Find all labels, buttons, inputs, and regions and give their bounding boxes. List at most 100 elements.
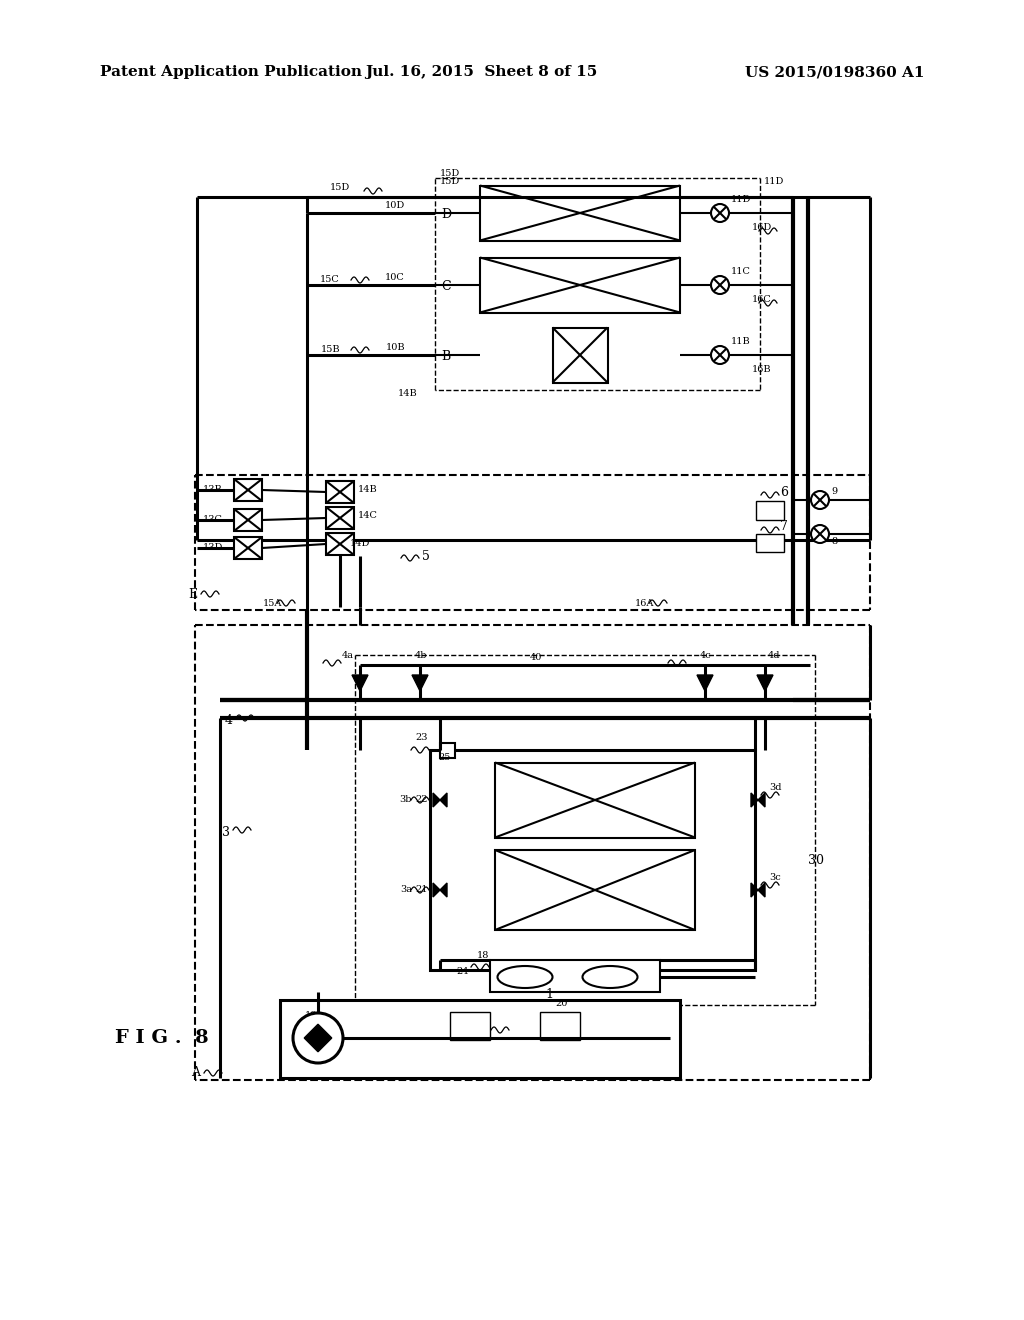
Polygon shape — [758, 883, 765, 898]
Bar — [280, 1001, 680, 1078]
Text: 6: 6 — [780, 486, 788, 499]
Text: Jul. 16, 2015  Sheet 8 of 15: Jul. 16, 2015 Sheet 8 of 15 — [365, 65, 597, 79]
Circle shape — [711, 205, 729, 222]
Text: 15D: 15D — [440, 169, 460, 178]
Polygon shape — [697, 675, 713, 690]
Polygon shape — [751, 883, 758, 898]
Text: 30: 30 — [808, 854, 824, 866]
Polygon shape — [757, 675, 773, 690]
Text: D: D — [441, 209, 452, 222]
Bar — [495, 850, 695, 931]
Polygon shape — [440, 793, 447, 807]
Text: 8: 8 — [831, 537, 838, 546]
Text: 3c: 3c — [769, 874, 780, 883]
Bar — [326, 480, 354, 503]
Text: 11D: 11D — [764, 177, 784, 186]
Circle shape — [711, 276, 729, 294]
Text: 16D: 16D — [752, 223, 772, 232]
Polygon shape — [440, 883, 447, 898]
Bar — [234, 510, 262, 531]
Text: 16A: 16A — [635, 598, 654, 607]
Text: 3b: 3b — [399, 796, 412, 804]
Circle shape — [293, 1012, 343, 1063]
Text: 40: 40 — [530, 652, 543, 661]
Text: 7: 7 — [780, 520, 787, 533]
Text: 15C: 15C — [321, 276, 340, 285]
Text: 5: 5 — [422, 550, 430, 564]
Text: 13C: 13C — [203, 516, 223, 524]
Text: 14B: 14B — [398, 389, 418, 399]
Circle shape — [811, 525, 829, 543]
Bar — [540, 1012, 580, 1040]
Text: 11C: 11C — [731, 268, 751, 276]
Text: 24: 24 — [457, 968, 469, 977]
Text: B: B — [441, 351, 451, 363]
Polygon shape — [433, 883, 440, 898]
Text: 10D: 10D — [385, 201, 406, 210]
Text: 11D: 11D — [731, 195, 752, 205]
Circle shape — [711, 346, 729, 364]
Text: 15A: 15A — [263, 598, 283, 607]
Text: 3a: 3a — [400, 886, 412, 895]
Text: 15D: 15D — [330, 183, 350, 193]
Polygon shape — [352, 675, 368, 690]
Text: 4d: 4d — [768, 651, 780, 660]
Text: 22: 22 — [416, 796, 428, 804]
Bar — [430, 750, 755, 970]
Text: C: C — [441, 281, 451, 293]
Text: 23: 23 — [416, 734, 428, 742]
Text: US 2015/0198360 A1: US 2015/0198360 A1 — [745, 65, 925, 79]
Ellipse shape — [583, 966, 638, 987]
Ellipse shape — [498, 966, 553, 987]
Text: 19: 19 — [305, 1011, 317, 1019]
Text: 18: 18 — [476, 950, 489, 960]
Text: 4: 4 — [225, 714, 233, 726]
Text: E: E — [187, 589, 197, 602]
Text: 16C: 16C — [752, 296, 772, 305]
Text: 15B: 15B — [321, 346, 340, 355]
Polygon shape — [433, 793, 440, 807]
Bar — [490, 960, 660, 993]
Text: Patent Application Publication: Patent Application Publication — [100, 65, 362, 79]
Bar — [495, 763, 695, 837]
Polygon shape — [412, 675, 428, 690]
Text: 21: 21 — [416, 886, 428, 895]
Bar — [234, 537, 262, 558]
Bar — [756, 535, 784, 552]
Text: 10C: 10C — [385, 272, 406, 281]
Bar — [480, 186, 680, 240]
Text: 25: 25 — [438, 754, 451, 763]
Text: 1: 1 — [545, 989, 553, 1002]
Text: 14C: 14C — [358, 511, 378, 520]
Bar — [480, 257, 680, 313]
Text: 4a: 4a — [342, 651, 354, 660]
Text: 13B: 13B — [203, 486, 223, 495]
Text: 4c: 4c — [700, 651, 712, 660]
Text: 10B: 10B — [385, 342, 406, 351]
Text: 2: 2 — [314, 1035, 322, 1048]
Polygon shape — [751, 793, 758, 807]
Text: 3d: 3d — [769, 784, 781, 792]
Text: F I G .  8: F I G . 8 — [115, 1030, 209, 1047]
Bar — [234, 479, 262, 502]
Text: 16B: 16B — [752, 366, 772, 375]
Text: 14D: 14D — [350, 539, 371, 548]
Bar — [326, 533, 354, 554]
Circle shape — [811, 491, 829, 510]
Text: 20: 20 — [555, 998, 567, 1007]
Text: 11B: 11B — [731, 338, 751, 346]
Text: A: A — [191, 1065, 200, 1078]
Text: 13D: 13D — [203, 544, 223, 553]
Bar — [553, 327, 607, 383]
Text: 3: 3 — [222, 825, 230, 838]
Text: 15D: 15D — [440, 177, 460, 186]
Polygon shape — [304, 1024, 332, 1052]
Text: 9: 9 — [831, 487, 838, 496]
Bar — [756, 502, 784, 520]
Bar — [326, 507, 354, 529]
Polygon shape — [758, 793, 765, 807]
Text: 4b: 4b — [415, 651, 427, 660]
Text: 14B: 14B — [358, 486, 378, 495]
Bar — [440, 743, 455, 758]
Bar — [450, 1012, 490, 1040]
